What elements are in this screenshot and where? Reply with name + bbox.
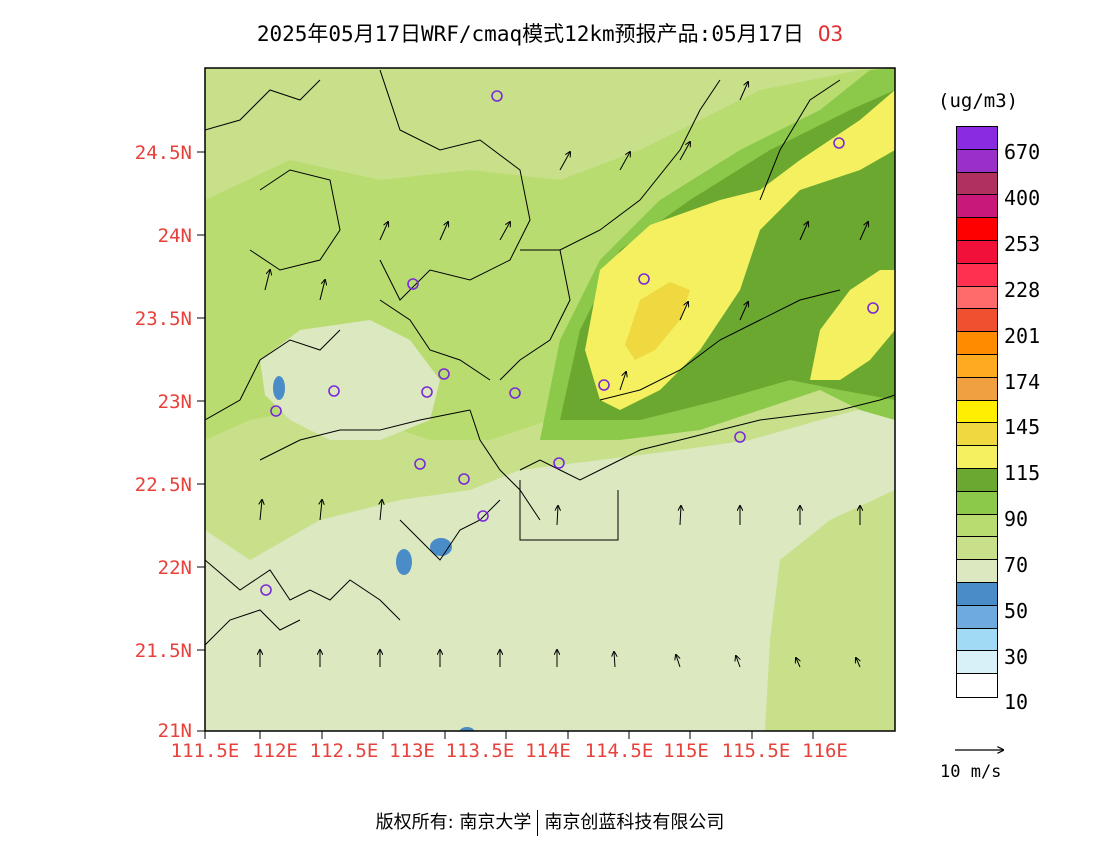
lon-label: 114E	[525, 740, 571, 762]
colorbar-swatch	[957, 195, 997, 219]
map-title: 2025年05月17日WRF/cmaq模式12km预报产品:05月17日 O3	[0, 18, 1100, 48]
title-text: 2025年05月17日WRF/cmaq模式12km预报产品:05月17日	[256, 22, 804, 46]
colorbar-swatch	[957, 149, 997, 173]
pollutant-label: O3	[817, 22, 844, 46]
colorbar-label: 174	[1004, 370, 1041, 394]
colorbar-swatch	[957, 582, 997, 606]
colorbar-label: 201	[1004, 324, 1041, 348]
lat-label: 21N	[157, 720, 192, 742]
lon-label: 113E	[389, 740, 435, 762]
colorbar-swatch	[957, 560, 997, 583]
lat-label: 24.5N	[134, 142, 192, 164]
colorbar-label: 400	[1004, 186, 1041, 210]
colorbar-swatch	[957, 127, 997, 150]
low-patch-1	[273, 376, 285, 400]
lat-label: 23N	[157, 391, 192, 413]
axis-ticks	[197, 151, 814, 739]
lat-label: 23.5N	[134, 308, 192, 330]
lon-label: 112.5E	[309, 740, 379, 762]
map-area	[205, 68, 895, 731]
colorbar-label: 70	[1004, 553, 1029, 577]
colorbar-swatch	[957, 263, 997, 287]
colorbar-swatch	[957, 218, 997, 241]
colorbar-swatch	[957, 537, 997, 561]
colorbar-label: 228	[1004, 278, 1041, 302]
low-patch-4	[460, 727, 474, 731]
colorbar-unit: (ug/m3)	[938, 90, 1019, 112]
field-130	[625, 282, 690, 360]
colorbar-label: 670	[1004, 140, 1041, 164]
colorbar-swatch	[957, 446, 997, 469]
colorbar	[956, 126, 998, 698]
colorbar-label: 253	[1004, 232, 1041, 256]
colorbar-swatch	[957, 286, 997, 310]
lat-label: 22.5N	[134, 474, 192, 496]
map-frame	[204, 67, 896, 732]
lon-label: 114.5E	[584, 740, 654, 762]
colorbar-swatch	[957, 354, 997, 378]
lon-label: 111.5E	[170, 740, 240, 762]
field-50-inland	[260, 320, 440, 440]
lon-label: 113.5E	[445, 740, 515, 762]
footer-separator	[537, 810, 539, 836]
colorbar-swatch	[957, 309, 997, 333]
station-markers	[260, 90, 879, 596]
low-patch-2	[396, 549, 412, 575]
lon-label: 112E	[252, 740, 298, 762]
vector-reference-label: 10 m/s	[940, 762, 1002, 782]
lon-label: 115.5E	[721, 740, 791, 762]
field-50-coast	[205, 400, 895, 731]
field-70-se	[765, 490, 895, 731]
colorbar-swatch	[957, 674, 997, 697]
colorbar-swatch	[957, 491, 997, 515]
lon-label: 115E	[663, 740, 709, 762]
colorbar-label: 115	[1004, 461, 1041, 485]
wind-vectors	[260, 82, 868, 668]
colorbar-label: 50	[1004, 599, 1029, 623]
colorbar-label: 10	[1004, 690, 1029, 714]
colorbar-swatch	[957, 332, 997, 355]
colorbar-label: 145	[1004, 415, 1041, 439]
colorbar-swatch	[957, 423, 997, 447]
colorbar-swatch	[957, 514, 997, 538]
colorbar-swatch	[957, 240, 997, 264]
lat-label: 22N	[157, 557, 192, 579]
low-patch-3	[430, 538, 452, 556]
lon-label: 116E	[802, 740, 848, 762]
footer-company: 南京创蓝科技有限公司	[544, 812, 725, 833]
colorbar-swatch	[957, 628, 997, 652]
lat-label: 24N	[157, 225, 192, 247]
colorbar-swatch	[957, 400, 997, 424]
footer-copyright: 版权所有: 南京大学	[375, 812, 532, 833]
footer: 版权所有: 南京大学 南京创蓝科技有限公司	[0, 808, 1100, 836]
colorbar-label: 90	[1004, 507, 1029, 531]
colorbar-label: 30	[1004, 645, 1029, 669]
colorbar-swatch	[957, 651, 997, 675]
field-115-east	[810, 270, 895, 380]
colorbar-swatch	[957, 468, 997, 492]
colorbar-swatch	[957, 605, 997, 629]
lat-label: 21.5N	[134, 640, 192, 662]
admin-boundaries	[205, 69, 895, 646]
colorbar-swatch	[957, 377, 997, 401]
colorbar-swatch	[957, 172, 997, 196]
